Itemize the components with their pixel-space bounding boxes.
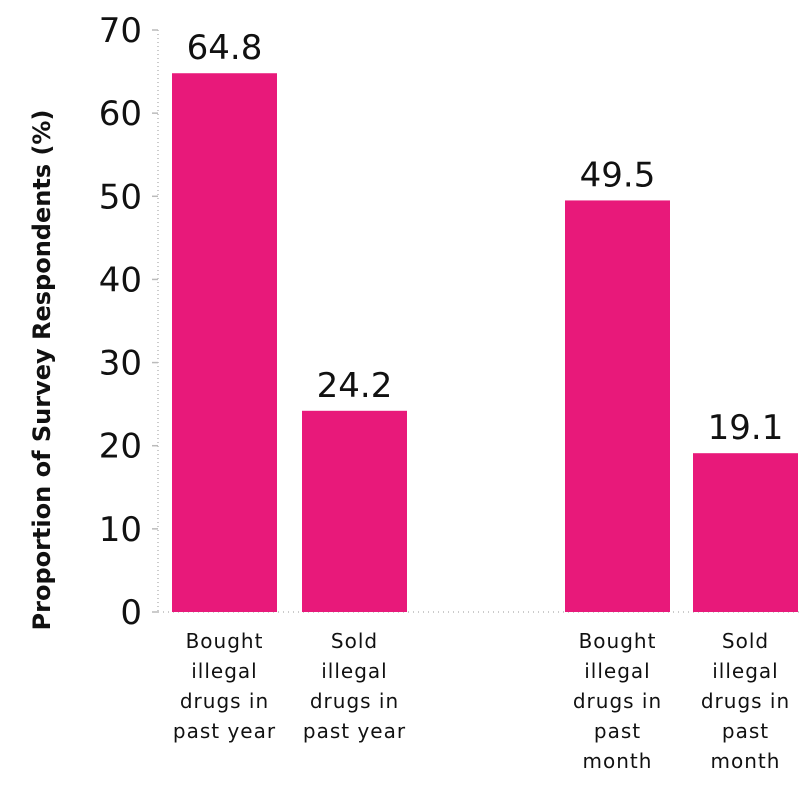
category-label-line: illegal xyxy=(321,659,387,683)
category-label-line: drugs in xyxy=(180,689,269,713)
category-label-line: past year xyxy=(173,719,276,743)
category-label: Bought illegal drugs in past year xyxy=(173,629,276,743)
bar xyxy=(172,73,277,613)
category-label-line: month xyxy=(711,749,781,773)
category-label-line: Sold xyxy=(331,629,378,653)
value-labels: 64.8 24.2 49.5 19.1 xyxy=(187,28,784,448)
category-label-line: past xyxy=(722,719,769,743)
bar-value-label: 24.2 xyxy=(317,366,393,406)
bar-value-label: 64.8 xyxy=(187,28,263,68)
y-tick-label: 10 xyxy=(99,510,142,550)
bar xyxy=(693,453,798,612)
category-labels: Bought illegal drugs in past year Sold illega… xyxy=(173,629,790,773)
category-label-line: past year xyxy=(303,719,406,743)
category-label: Sold illegal drugs in past year xyxy=(303,629,406,743)
bar-value-label: 19.1 xyxy=(708,408,784,448)
y-tick-label: 40 xyxy=(99,260,142,300)
category-label-line: drugs in xyxy=(701,689,790,713)
category-label-line: drugs in xyxy=(310,689,399,713)
category-label-line: Bought xyxy=(186,629,264,653)
bars xyxy=(172,73,798,613)
y-tick-label: 20 xyxy=(99,427,142,467)
category-label-line: Bought xyxy=(579,629,657,653)
category-label-line: month xyxy=(583,749,653,773)
category-label-line: illegal xyxy=(712,659,778,683)
category-label: Bought illegal drugs in past month xyxy=(573,629,662,773)
y-tick-label: 60 xyxy=(99,94,142,134)
category-label-line: illegal xyxy=(191,659,257,683)
y-axis-label: Proportion of Survey Respondents (%) xyxy=(28,110,56,631)
category-label: Sold illegal drugs in past month xyxy=(701,629,790,773)
bar xyxy=(302,410,407,612)
category-label-line: past xyxy=(594,719,641,743)
category-label-line: Sold xyxy=(722,629,769,653)
category-label-line: drugs in xyxy=(573,689,662,713)
y-tick-label: 30 xyxy=(99,344,142,384)
bar xyxy=(565,200,670,612)
y-axis: 0 10 20 30 40 50 60 70 xyxy=(99,11,159,633)
y-tick-label: 50 xyxy=(99,177,142,217)
bar-value-label: 49.5 xyxy=(580,155,656,195)
y-tick-label: 0 xyxy=(120,593,142,633)
category-label-line: illegal xyxy=(584,659,650,683)
y-tick-label: 70 xyxy=(99,11,142,51)
